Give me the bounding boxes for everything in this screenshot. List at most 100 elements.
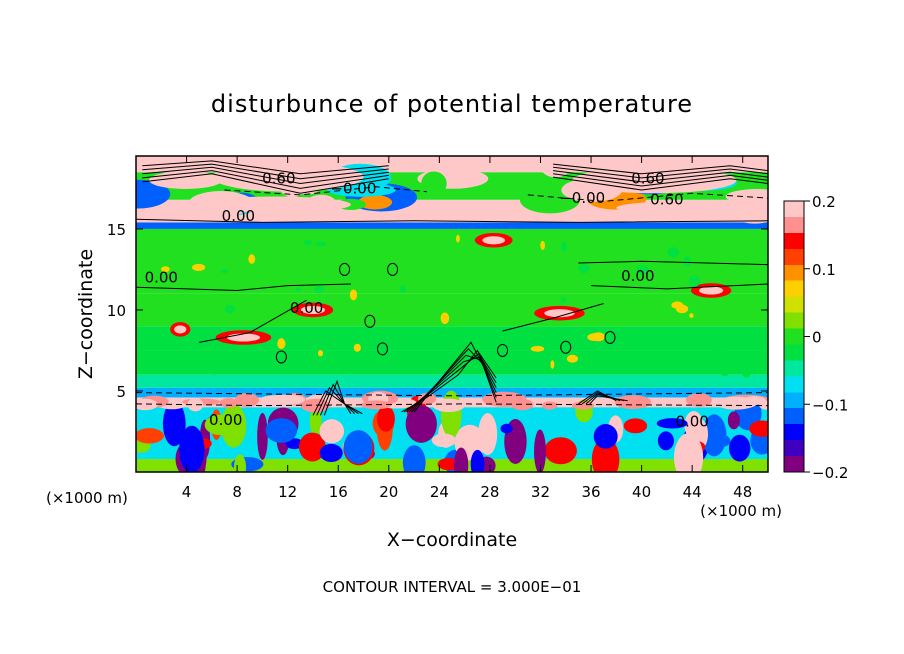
contour-label-0: 0.60: [262, 170, 295, 188]
mid-speckle-1: [715, 347, 721, 356]
lower-anomaly-41: [453, 447, 469, 472]
upper-anomaly-5: [610, 156, 657, 171]
upper-contour-right-2: [553, 170, 768, 183]
lower-anomaly-45: [285, 438, 304, 450]
mid-speckle-13: [718, 364, 731, 377]
upper-contour-right-4: [553, 176, 768, 191]
mid-speckle-9: [248, 254, 256, 264]
mid-streak-core-2: [544, 309, 575, 318]
lower-anomaly-49: [298, 432, 326, 462]
boundary-anomaly-29: [234, 392, 259, 408]
mid-speckle-35: [676, 304, 689, 314]
x-tick-label-0: 4: [182, 483, 192, 501]
mid-speckle-16: [314, 285, 324, 294]
contour-label-7: 0.00: [290, 299, 323, 317]
mid-speckle-34: [220, 269, 228, 274]
mid-speckle-20: [303, 239, 312, 246]
lower-anomaly-66: [179, 425, 205, 472]
tower-left-contour-1: [316, 386, 356, 416]
mid-speckle-11: [399, 285, 406, 293]
upper-contour-right-3: [553, 173, 768, 187]
contour-label-5: 0.60: [650, 191, 683, 209]
heatmap-band-5: [136, 350, 768, 375]
boundary-anomaly-21: [187, 397, 204, 412]
mid-speckle-37: [455, 234, 460, 243]
upper-anomaly-17: [725, 189, 768, 205]
contour-label-1: −0.00: [330, 179, 376, 197]
lower-anomaly-56: [478, 413, 498, 455]
upper-anomaly-20: [421, 171, 447, 196]
plot-area: 0.60 −0.00 0.00 0.60 −0.00 0.60 0.00 0.00 0.00 0.…: [135, 155, 769, 473]
lower-anomaly-2: [309, 407, 322, 437]
upper-contour-left-4: [142, 173, 389, 194]
heatmap-band-7: [136, 293, 768, 327]
x-tick-label-2: 12: [278, 483, 297, 501]
colorbar-tick-label-1: 0.1: [812, 261, 836, 279]
tower-right-contour-3: [589, 395, 628, 405]
colorbar-ticks: 0.2 0.1 0 −0.1 −0.2: [804, 193, 848, 482]
lower-anomaly-23: [136, 428, 164, 444]
boundary-anomaly-20: [270, 394, 305, 405]
upper-anomaly-27: [194, 156, 262, 168]
tower-left-contour-0: [312, 390, 352, 416]
tower-left-contour-3: [323, 379, 363, 416]
x-tick-label-1: 8: [232, 483, 242, 501]
boundary-anomaly-4: [219, 398, 239, 408]
contour-lines: [136, 160, 768, 416]
mid-speckle-0: [396, 354, 406, 364]
bl-top-dash: [136, 392, 768, 397]
colorbar-tick-label-4: −0.2: [812, 464, 848, 482]
upper-contour-left-3: [142, 170, 389, 189]
mid-speckle-18: [560, 296, 567, 303]
lower-anomaly-59: [710, 434, 731, 448]
mid-speckle-30: [566, 354, 579, 363]
lower-anomaly-65: [431, 433, 457, 448]
mid-speckle-29: [510, 368, 521, 374]
mid-streak-contour-2: [502, 303, 604, 332]
contour-label-3: 0.60: [631, 170, 664, 188]
y-unit-label: (×1000 m): [46, 489, 128, 507]
small-contour-5: [275, 350, 287, 364]
upper-anomaly-6: [357, 195, 393, 210]
mid-speckle-25: [353, 343, 361, 352]
lower-anomaly-29: [534, 429, 546, 472]
lower-anomaly-40: [257, 412, 268, 460]
chart-title: disturbunce of potential temperature: [211, 90, 693, 118]
mid-speckle-26: [742, 369, 751, 378]
lower-anomaly-64: [500, 423, 513, 434]
colorbar-tick-label-0: 0.2: [812, 193, 836, 211]
lower-anomaly-63: [319, 443, 343, 463]
mid-speckle-22: [709, 353, 721, 364]
mid-speckle-28: [540, 240, 546, 250]
upper-contour-left-2: [142, 166, 389, 185]
x-tick-label-8: 36: [581, 483, 600, 501]
mid-streak-core-1: [300, 305, 326, 315]
mid-speckle-33: [277, 338, 286, 350]
mid-speckle-5: [349, 289, 358, 301]
colorbar: 0.2 0.1 0 −0.1 −0.2: [783, 193, 848, 482]
small-contour-4: [560, 340, 572, 354]
mid-speckle-32: [683, 256, 692, 267]
lower-anomaly-46: [162, 401, 186, 447]
upper-white-2: [199, 196, 351, 213]
upper-dash-1: [224, 186, 427, 196]
mid-speckle-6: [317, 350, 324, 357]
y-axis-label: Z−coordinate: [75, 249, 97, 379]
plot-frame: [135, 155, 769, 473]
x-tick-label-6: 28: [480, 483, 499, 501]
mid-contour-right-top: [578, 260, 768, 266]
boundary-anomaly-26: [714, 396, 757, 410]
boundary-anomaly-6: [685, 393, 712, 407]
lower-anomaly-12: [728, 434, 751, 462]
small-contour-2: [364, 314, 376, 328]
boundary-anomaly-23: [759, 401, 768, 410]
contour-label-2: 0.00: [222, 207, 255, 225]
x-tick-label-5: 24: [430, 483, 449, 501]
mid-speckle-39: [530, 345, 545, 352]
mid-speckle-38: [550, 360, 555, 369]
contour-interval-note: CONTOUR INTERVAL = 3.000E−01: [323, 578, 582, 596]
lower-anomaly-52: [204, 414, 237, 436]
tropopause-contour: [136, 218, 768, 223]
mid-speckle-36: [667, 247, 680, 258]
x-tick-label-7: 32: [531, 483, 550, 501]
